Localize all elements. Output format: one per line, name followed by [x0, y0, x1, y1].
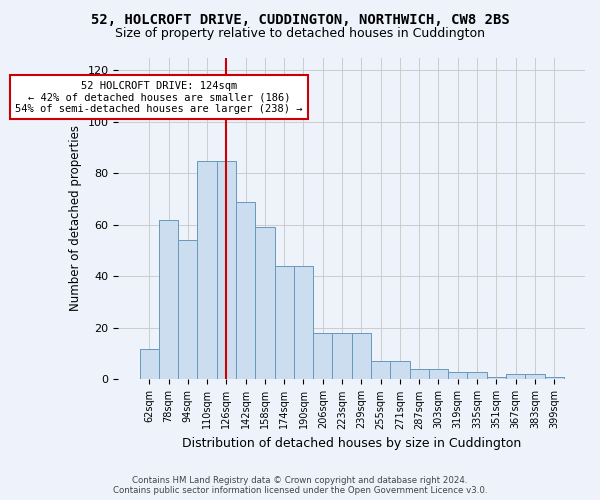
Bar	[525, 374, 545, 380]
Bar	[487, 377, 506, 380]
Bar	[236, 202, 255, 380]
Bar	[332, 333, 352, 380]
Bar	[448, 372, 467, 380]
Bar	[429, 369, 448, 380]
Bar	[255, 228, 275, 380]
X-axis label: Distribution of detached houses by size in Cuddington: Distribution of detached houses by size …	[182, 437, 521, 450]
Bar	[275, 266, 294, 380]
Bar	[159, 220, 178, 380]
Text: Size of property relative to detached houses in Cuddington: Size of property relative to detached ho…	[115, 28, 485, 40]
Bar	[140, 348, 159, 380]
Text: 52 HOLCROFT DRIVE: 124sqm
← 42% of detached houses are smaller (186)
54% of semi: 52 HOLCROFT DRIVE: 124sqm ← 42% of detac…	[15, 80, 302, 114]
Y-axis label: Number of detached properties: Number of detached properties	[69, 126, 82, 312]
Bar	[506, 374, 525, 380]
Bar	[217, 160, 236, 380]
Text: 52, HOLCROFT DRIVE, CUDDINGTON, NORTHWICH, CW8 2BS: 52, HOLCROFT DRIVE, CUDDINGTON, NORTHWIC…	[91, 12, 509, 26]
Bar	[410, 369, 429, 380]
Bar	[390, 362, 410, 380]
Bar	[371, 362, 390, 380]
Bar	[197, 160, 217, 380]
Bar	[313, 333, 332, 380]
Bar	[545, 377, 564, 380]
Bar	[352, 333, 371, 380]
Text: Contains HM Land Registry data © Crown copyright and database right 2024.
Contai: Contains HM Land Registry data © Crown c…	[113, 476, 487, 495]
Bar	[294, 266, 313, 380]
Bar	[467, 372, 487, 380]
Bar	[178, 240, 197, 380]
